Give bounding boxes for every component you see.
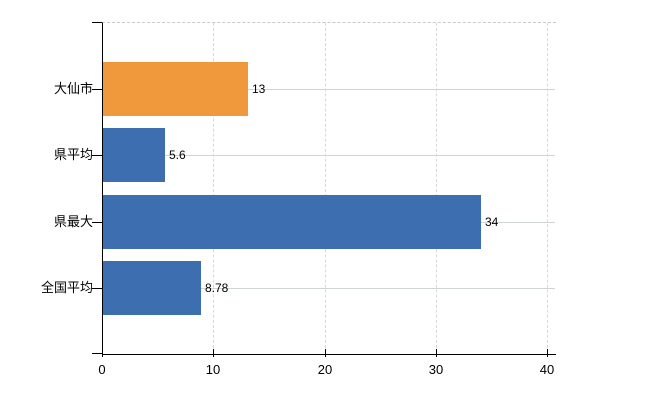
- y-axis-label: 全国平均: [40, 280, 93, 295]
- bar-default: [103, 195, 481, 249]
- y-axis-label: 大仙市: [53, 81, 93, 96]
- x-tick-mark: [436, 349, 437, 357]
- y-axis-label: 県最大: [53, 214, 93, 229]
- gridline-vertical: [325, 23, 326, 353]
- bar-default: [103, 261, 201, 315]
- gridline-vertical: [436, 23, 437, 353]
- y-tick-mark: [92, 22, 102, 23]
- y-tick-mark: [92, 155, 102, 156]
- gridline-horizontal: [103, 89, 555, 90]
- bar-value-label: 5.6: [169, 148, 186, 162]
- bar-value-label: 34: [485, 215, 499, 229]
- y-axis-label: 県平均: [53, 147, 93, 162]
- gridline-vertical: [547, 23, 548, 353]
- x-axis-tick-label: 10: [205, 362, 221, 377]
- bar-highlight: [103, 62, 248, 116]
- x-tick-mark: [102, 349, 103, 357]
- plot-area: [102, 22, 556, 355]
- x-tick-mark: [213, 349, 214, 357]
- bar-value-label: 13: [252, 82, 266, 96]
- x-axis-tick-label: 0: [98, 362, 106, 377]
- bar-default: [103, 128, 165, 182]
- y-tick-mark: [92, 288, 102, 289]
- y-tick-mark: [92, 353, 102, 354]
- gridline-horizontal: [103, 155, 555, 156]
- gridline-horizontal: [103, 288, 555, 289]
- x-tick-mark: [325, 349, 326, 357]
- x-axis-tick-label: 20: [317, 362, 333, 377]
- x-tick-mark: [547, 349, 548, 357]
- x-axis-tick-label: 40: [539, 362, 555, 377]
- gridline-vertical: [213, 23, 214, 353]
- y-tick-mark: [92, 89, 102, 90]
- x-axis-tick-label: 30: [428, 362, 444, 377]
- y-tick-mark: [92, 222, 102, 223]
- bar-value-label: 8.78: [205, 281, 229, 295]
